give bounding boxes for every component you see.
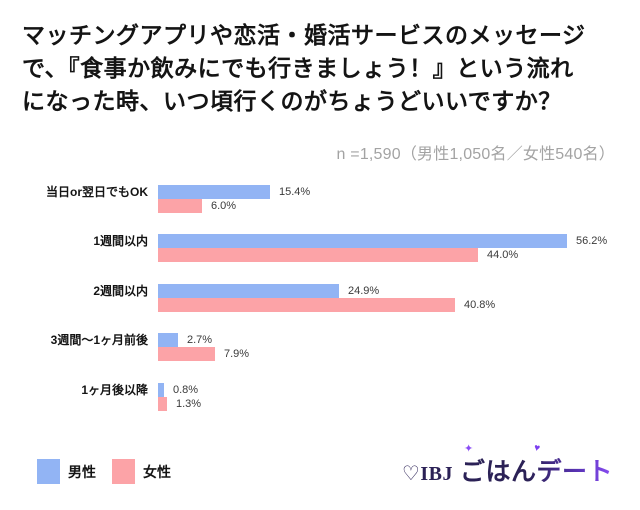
male-bar: [158, 185, 270, 199]
title-line-2: で、『食事か飲みにでも行きましょう！』という流れ: [22, 55, 574, 81]
category-label: 1週間以内: [93, 234, 148, 248]
category-label: 当日or翌日でもOK: [45, 185, 148, 199]
female-color-swatch: [112, 459, 135, 484]
heart-icon: ♥: [532, 442, 542, 455]
male-value-label: 2.7%: [187, 334, 213, 346]
female-bar: [158, 199, 202, 213]
male-bar: [158, 234, 567, 248]
male-bar: [158, 284, 339, 298]
infographic-canvas: マッチングアプリや恋活・婚活サービスのメッセージ で、『食事か飲みにでも行きまし…: [5, 5, 635, 505]
logo-wordmark: ごはんデート: [459, 458, 613, 486]
legend-label-male: 男性: [68, 463, 96, 480]
male-value-label: 56.2%: [576, 235, 608, 247]
ibj-logo-text: ♡IBJ: [401, 463, 453, 485]
sparkle-icon: ✦: [463, 443, 474, 455]
sample-size-note: n =1,590（男性1,050名／女性540名）: [336, 146, 615, 163]
legend-item-female: 女性: [112, 459, 171, 484]
male-bar: [158, 333, 178, 347]
female-value-label: 7.9%: [224, 348, 250, 360]
category-label: 3週間〜1ヶ月前後: [50, 333, 148, 347]
legend-label-female: 女性: [143, 463, 171, 480]
category-label: 2週間以内: [93, 284, 148, 298]
chart-legend: 男性 女性: [37, 459, 171, 484]
female-value-label: 1.3%: [176, 398, 202, 410]
female-value-label: 44.0%: [487, 249, 519, 261]
legend-item-male: 男性: [37, 459, 96, 484]
female-bar: [158, 347, 215, 361]
female-bar: [158, 298, 455, 312]
title-line-1: マッチングアプリや恋活・婚活サービスのメッセージ: [22, 22, 586, 48]
male-bar: [158, 383, 164, 397]
male-color-swatch: [37, 459, 60, 484]
brand-logo: ♡IBJ ごはんデート ✦ ♥: [401, 442, 613, 488]
male-value-label: 24.9%: [348, 285, 380, 297]
gohan-date-logo-text: ごはんデート ✦ ♥: [459, 442, 613, 488]
female-value-label: 40.8%: [464, 299, 496, 311]
female-bar: [158, 248, 478, 262]
title-line-3: になった時、いつ頃行くのがちょうどいいですか？: [22, 88, 562, 114]
female-value-label: 6.0%: [211, 200, 237, 212]
male-value-label: 0.8%: [173, 384, 199, 396]
bar-chart: 当日or翌日でもOK 15.4% 6.0% 1週間以内 56.2% 44.0% 2週間以内 2…: [5, 5, 635, 505]
page-title: マッチングアプリや恋活・婚活サービスのメッセージ で、『食事か飲みにでも行きまし…: [22, 19, 622, 118]
category-label: 1ヶ月後以降: [81, 383, 148, 397]
female-bar: [158, 397, 167, 411]
male-value-label: 15.4%: [279, 186, 311, 198]
